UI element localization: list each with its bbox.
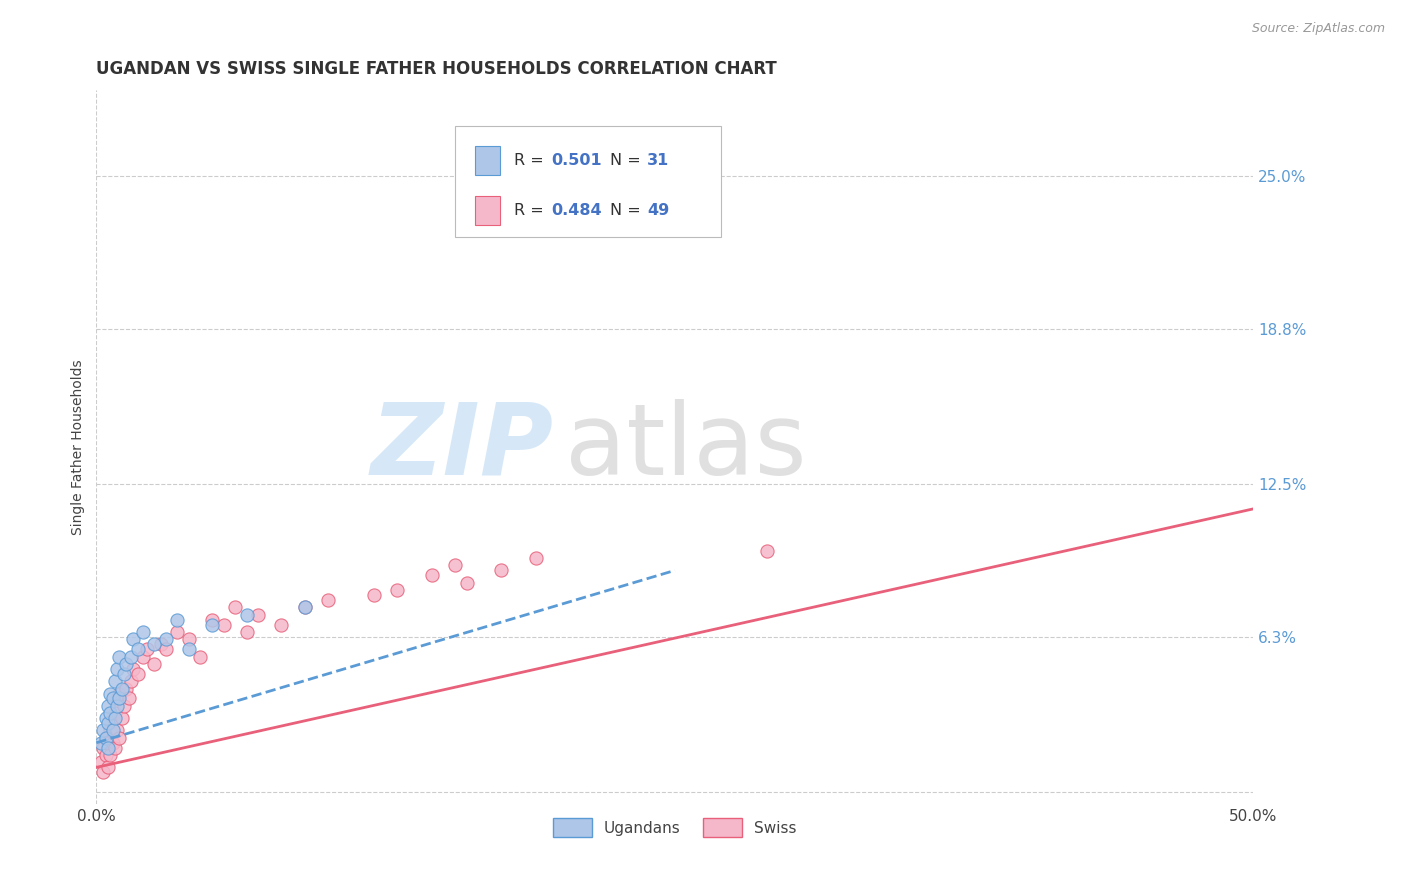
Point [143,657,166,671]
Point [131,649,153,664]
Point [363,588,385,602]
Point [104,711,127,725]
Point [247,607,270,622]
Point [143,637,166,651]
Point [127,642,149,657]
Point [420,568,443,582]
Point [91,740,114,755]
Point [155,632,177,647]
Point [756,543,779,558]
Point [177,632,200,647]
Point [127,666,149,681]
Point [270,617,292,632]
Text: 49: 49 [647,202,669,218]
Point [294,600,316,615]
Point [98,706,121,721]
Point [108,731,131,745]
FancyBboxPatch shape [475,196,501,225]
Point [91,723,114,738]
Point [101,691,124,706]
Point [90,736,112,750]
Point [97,736,120,750]
Point [104,706,127,721]
Point [456,575,478,590]
Text: 0.484: 0.484 [551,202,602,218]
Text: R =: R = [515,202,548,218]
Legend: Ugandans, Swiss: Ugandans, Swiss [547,813,803,843]
Point [444,558,467,573]
Point [97,760,120,774]
Point [155,642,177,657]
Point [105,691,128,706]
Point [94,731,117,745]
Text: Source: ZipAtlas.com: Source: ZipAtlas.com [1251,22,1385,36]
Point [108,686,131,700]
Point [236,624,259,639]
Point [98,686,121,700]
Point [212,617,235,632]
Point [316,593,339,607]
FancyBboxPatch shape [475,146,501,175]
Text: 31: 31 [647,153,669,168]
Point [294,600,316,615]
Text: N =: N = [610,153,645,168]
Point [120,649,142,664]
Point [120,674,142,689]
Point [101,711,124,725]
Text: N =: N = [610,202,645,218]
Y-axis label: Single Father Households: Single Father Households [72,359,86,535]
Point [112,666,135,681]
Point [150,637,173,651]
Point [98,723,121,738]
Point [111,681,134,696]
Point [111,711,134,725]
Point [97,740,120,755]
Point [105,723,128,738]
Point [112,698,135,713]
Point [94,711,117,725]
Point [97,716,120,731]
Text: atlas: atlas [565,399,807,496]
Point [166,624,188,639]
Point [104,674,127,689]
Point [101,736,124,750]
Point [122,662,145,676]
Point [491,563,513,577]
Point [115,657,138,671]
Point [105,698,128,713]
Point [94,747,117,762]
Text: R =: R = [515,153,548,168]
Text: ZIP: ZIP [370,399,554,496]
Point [385,583,408,598]
Point [115,681,138,696]
Point [524,551,547,566]
Text: UGANDAN VS SWISS SINGLE FATHER HOUSEHOLDS CORRELATION CHART: UGANDAN VS SWISS SINGLE FATHER HOUSEHOLD… [97,60,778,78]
Point [97,698,120,713]
Point [190,649,212,664]
Point [136,642,159,657]
Point [224,600,246,615]
FancyBboxPatch shape [456,126,721,236]
Point [122,632,145,647]
Point [118,691,141,706]
Point [101,723,124,738]
Text: 0.501: 0.501 [551,153,602,168]
Point [108,691,131,706]
Point [201,617,224,632]
Point [131,624,153,639]
Point [98,747,121,762]
Point [94,731,117,745]
Point [236,607,259,622]
Point [166,613,188,627]
Point [91,765,114,780]
Point [201,613,224,627]
Point [108,649,131,664]
Point [90,756,112,770]
Point [104,740,127,755]
Point [177,642,200,657]
Point [105,662,128,676]
